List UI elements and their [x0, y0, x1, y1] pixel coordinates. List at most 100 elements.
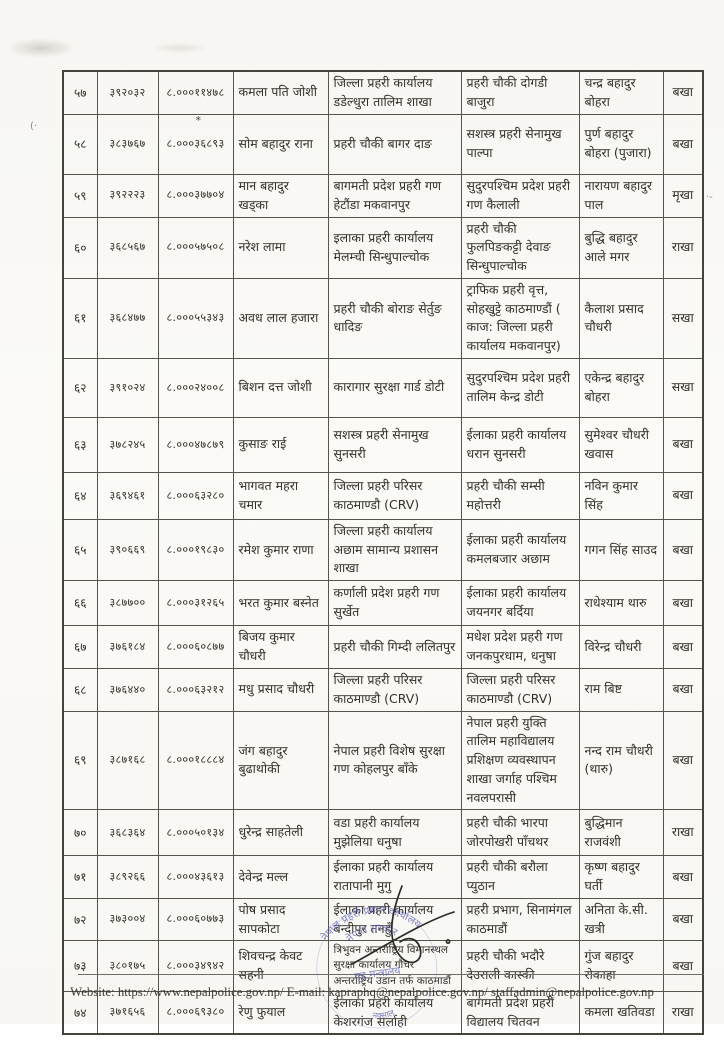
code-annotation-mark: *: [195, 114, 202, 127]
footer-contact-text: Website: https://www.nepalpolice.gov.np/…: [70, 985, 654, 999]
table-row: ५७ ३९२०३२ ८.०००११४७८ कमला पति जोशी जिल्ला प्…: [62, 70, 704, 115]
cell-recommender: अनिता के.सी. खत्री: [578, 897, 664, 942]
table-row: ६८ ३७६४४० ८.०००६३२१२ मधु प्रसाद चौधरी जिल्ला…: [62, 668, 704, 712]
cell-posting: ईलाका प्रहरी कार्यालय कमलबजार अछाम: [460, 518, 580, 582]
table-row: ५९ ३९२२२३ ८.०००३७७०४ मान बहादुर खड्का बागमती…: [62, 173, 704, 218]
table-row: ६२ ३९१०२४ ८.०००२४००८ बिशन दत्त जोशी कारागार …: [62, 357, 704, 418]
cell-posting: प्रहरी चौकी बरौला प्युठान: [460, 855, 580, 899]
cell-posting: सशस्त्र प्रहरी सेनामुख पाल्पा: [460, 113, 580, 175]
cell-name: मान बहादुर खड्का: [232, 173, 329, 218]
cell-sn: ५८: [62, 113, 98, 175]
cell-posting: ट्राफिक प्रहरी वृत्त, सोहखुट्टे काठमाण्ड…: [460, 277, 580, 359]
cell-status: सखा: [662, 277, 704, 359]
cell-status: बखा: [662, 580, 704, 626]
cell-code: ८.०००४३६१३: [157, 855, 234, 899]
cell-status: बखा: [662, 518, 704, 582]
footer-divider: [78, 974, 704, 975]
cell-status: बखा: [662, 625, 704, 669]
cell-office: ईलाका प्रहरी कार्यालय रातापानी मुगु: [327, 855, 462, 899]
cell-code: ८.०००३१२६५: [157, 580, 234, 626]
cell-sn: ५९: [62, 173, 98, 218]
cell-code: ८.०००२४००८: [157, 357, 234, 418]
cell-office: बागमती प्रदेश प्रहरी गण हेटौंडा मकवानपुर: [327, 173, 462, 218]
cell-regno: ३८३७६७: [96, 113, 159, 175]
cell-regno: ३८०१७५: [96, 940, 159, 992]
cell-regno: ३७८२४५: [96, 416, 159, 473]
cell-status: बखा: [662, 710, 704, 811]
cell-name: धुरेन्द्र साहतेली: [232, 809, 329, 857]
cell-code: ८.०००१९८३०: [157, 518, 234, 582]
table-row: ६० ३६८५६७ ८.०००५७५०८ नरेश लामा इलाका प्रहरी …: [62, 216, 704, 279]
cell-code: ८.०००६३२१२: [157, 668, 234, 712]
cell-posting: प्रहरी चौकी दोगडी बाजुरा: [460, 70, 580, 115]
cell-recommender: नविन कुमार सिंह: [578, 471, 664, 520]
cell-sn: ५७: [62, 70, 98, 115]
cell-posting: प्रहरी चौकी फुलपिङकट्टी देवाङ सिन्धुपाल्…: [460, 216, 580, 279]
cell-office: जिल्ला प्रहरी परिसर काठमाण्डौ (CRV): [327, 471, 462, 520]
table-row: ६६ ३८७७०० ८.०००३१२६५ भरत कुमार बस्नेत कर्णाल…: [62, 580, 704, 626]
cell-name: कुसाङ राई: [232, 416, 329, 473]
cell-recommender: सुमेश्वर चौधरी खवास: [578, 416, 664, 473]
cell-recommender: बुद्धि बहादुर आले मगर: [578, 216, 664, 279]
table-row: ७३ ३८०१७५ ८.०००३४९४२ शिवचन्द्र केवट सहनी त्र…: [62, 940, 704, 992]
cell-sn: ७२: [62, 897, 98, 942]
cell-posting: प्रहरी चौकी सम्सी महोत्तरी: [460, 471, 580, 520]
cell-sn: ६८: [62, 668, 98, 712]
cell-office: कारागार सुरक्षा गार्ड डोटी: [327, 357, 462, 418]
cell-recommender: गुंज बहादुर रोकाहा: [578, 940, 664, 992]
cell-name: बिशन दत्त जोशी: [232, 357, 329, 418]
table-row: ६४ ३६९४६१ ८.०००६३२८० भागवत महरा चमार जिल्ला …: [62, 471, 704, 520]
cell-name: अवध लाल हजारा: [232, 277, 329, 359]
table-row: ६३ ३७८२४५ ८.०००४७८७९ कुसाङ राई सशस्त्र प्रहर…: [62, 416, 704, 473]
cell-code: ८.०००३४९४२: [157, 940, 234, 992]
cell-recommender: बुद्धिमान राजवंशी: [578, 809, 664, 857]
table-row: ६९ ३८७१६८ ८.०००१८८८४ जंग बहादुर बुढाथोकी नेप…: [62, 710, 704, 811]
cell-recommender: राधेश्याम थारु: [578, 580, 664, 626]
cell-office: नेपाल प्रहरी विशेष सुरक्षा गण कोहलपुर बा…: [327, 710, 462, 811]
cell-name: देवेन्द्र मल्ल: [232, 855, 329, 899]
cell-posting: प्रहरी चौकी भदौरे देउराली कास्की: [460, 940, 580, 992]
cell-posting: सुदुरपश्चिम प्रदेश प्रहरी तालिम केन्द्र …: [460, 357, 580, 418]
cell-regno: ३९२०३२: [96, 70, 159, 115]
cell-office: प्रहरी चौकी बोराङ सेर्तुङ धादिङ: [327, 277, 462, 359]
cell-name: सोम बहादुर राना: [232, 113, 329, 175]
cell-name: शिवचन्द्र केवट सहनी: [232, 940, 329, 992]
cell-regno: ३७६१८४: [96, 625, 159, 669]
cell-status: बखा: [662, 668, 704, 712]
cell-code: ८.०००६०७७३: [157, 897, 234, 942]
cell-sn: ६३: [62, 416, 98, 473]
cell-regno: ३९०६६९: [96, 518, 159, 582]
table-body: ५७ ३९२०३२ ८.०००११४७८ कमला पति जोशी जिल्ला प्…: [62, 70, 704, 1035]
cell-sn: ६१: [62, 277, 98, 359]
cell-regno: ३७३००४: [96, 897, 159, 942]
cell-code: ८.०००५५३४३: [157, 277, 234, 359]
cell-code: ८.०००११४७८: [157, 70, 234, 115]
cell-office: प्रहरी चौकी गिम्दी ललितपुर: [327, 625, 462, 669]
cell-office: इलाका प्रहरी कार्यालय मेलम्ची सिन्धुपाल्…: [327, 216, 462, 279]
cell-sn: ६४: [62, 471, 98, 520]
cell-sn: ७०: [62, 809, 98, 857]
cell-code: ८.०००३७७०४: [157, 173, 234, 218]
cell-sn: ७३: [62, 940, 98, 992]
cell-code: ८.०००६०८७७: [157, 625, 234, 669]
scan-artifact: (·: [30, 121, 38, 132]
cell-recommender: एकेन्द्र बहादुर बोहरा: [578, 357, 664, 418]
table-row: ६५ ३९०६६९ ८.०००१९८३० रमेश कुमार राणा जिल्ला …: [62, 518, 704, 582]
cell-recommender: गगन सिंह साउद: [578, 518, 664, 582]
transfer-table: ५७ ३९२०३२ ८.०००११४७८ कमला पति जोशी जिल्ला प्…: [62, 70, 704, 1036]
transfer-table-grid: ५७ ३९२०३२ ८.०००११४७८ कमला पति जोशी जिल्ला प्…: [62, 70, 704, 1036]
cell-name: पोष प्रसाद सापकोटा: [232, 897, 329, 942]
cell-sn: ६०: [62, 216, 98, 279]
cell-office: जिल्ला प्रहरी कार्यालय डडेल्धुरा तालिम श…: [327, 70, 462, 115]
cell-recommender: राम बिष्ट: [578, 668, 664, 712]
cell-regno: ३९२२२३: [96, 173, 159, 218]
cell-sn: ६२: [62, 357, 98, 418]
cell-sn: ७१: [62, 855, 98, 899]
cell-posting: प्रहरी प्रभाग, सिनामंगल काठमाडौं: [460, 897, 580, 942]
table-row: ६७ ३७६१८४ ८.०००६०८७७ बिजय कुमार चौधरी प्रहरी…: [62, 625, 704, 669]
cell-code: ८.०००६३२८०: [157, 471, 234, 520]
cell-status: बखा: [662, 855, 704, 899]
cell-name: जंग बहादुर बुढाथोकी: [232, 710, 329, 811]
cell-code: ८.०००१८८८४: [157, 710, 234, 811]
